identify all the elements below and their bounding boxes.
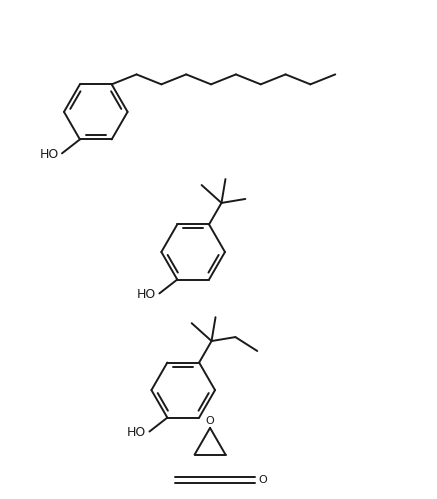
Text: O: O — [206, 416, 215, 426]
Text: HO: HO — [39, 148, 59, 161]
Text: HO: HO — [127, 426, 146, 439]
Text: HO: HO — [137, 288, 156, 301]
Text: O: O — [258, 475, 267, 485]
